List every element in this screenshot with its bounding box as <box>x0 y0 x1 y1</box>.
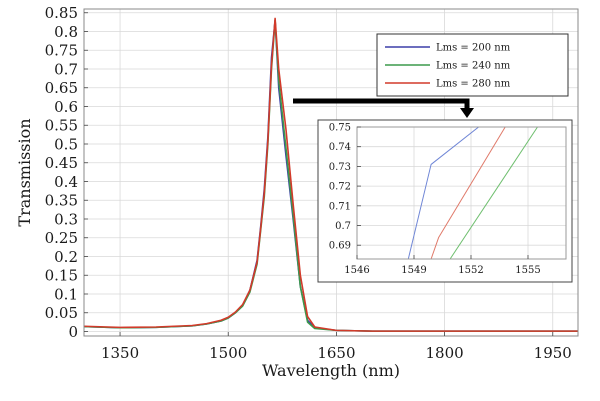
zoom-callout-arrow <box>293 98 474 118</box>
main-xtick-label: 1350 <box>101 344 139 362</box>
legend: Lms = 200 nm Lms = 240 nm Lms = 280 nm <box>376 33 569 97</box>
inset-ytick-label: 0.69 <box>329 241 351 252</box>
main-ytick-label: 0.3 <box>54 210 78 228</box>
main-ytick-label: 0.7 <box>54 60 78 78</box>
main-ytick-label: 0.15 <box>45 267 78 285</box>
main-ytick-label: 0.8 <box>54 23 78 41</box>
main-ytick-label: 0.5 <box>54 135 78 153</box>
main-ytick-label: 0.85 <box>45 4 78 22</box>
x-axis-title: Wavelength (nm) <box>262 361 400 380</box>
main-ytick-label: 0.1 <box>54 285 78 303</box>
main-frame <box>83 8 579 337</box>
main-ytick-label: 0.6 <box>54 98 78 116</box>
legend-label-1: Lms = 200 nm <box>436 43 511 54</box>
inset-series-line-1 <box>407 127 479 259</box>
main-series <box>84 17 578 332</box>
callout-arrow-line <box>293 98 470 110</box>
main-ytick-label: 0.05 <box>45 304 78 322</box>
inset-ytick-label: 0.72 <box>329 182 351 193</box>
main-ytick-label: 0.65 <box>45 79 78 97</box>
inset-ytick-label: 0.75 <box>329 123 351 134</box>
main-ytick-label: 0.75 <box>45 42 78 60</box>
inset-frame <box>356 126 567 260</box>
inset-xtick-label: 1552 <box>458 265 483 276</box>
inset-plot-area <box>357 127 566 259</box>
main-ytick-label: 0.4 <box>54 173 78 191</box>
main-xtick-label: 1950 <box>534 344 572 362</box>
y-axis-title: Transmission <box>15 118 34 226</box>
main-ytick-label: 0.45 <box>45 154 78 172</box>
main-ytick-label: 0.35 <box>45 192 78 210</box>
main-ytick-label: 0.2 <box>54 248 78 266</box>
inset-plot: 0.69 0.7 0.71 0.72 0.73 0.74 0.75 1546 1549 1552 1… <box>317 119 573 283</box>
inset-xtick-label: 1549 <box>401 265 426 276</box>
inset-ytick-label: 0.73 <box>329 162 351 173</box>
inset-xtick-label: 1555 <box>515 265 540 276</box>
main-xtick-label: 1500 <box>209 344 247 362</box>
inset-xtick-label: 1546 <box>344 265 369 276</box>
main-ytick-label: 0 <box>68 323 78 341</box>
main-ytick-label: 0.25 <box>45 229 78 247</box>
main-xtick-label: 1800 <box>425 344 463 362</box>
legend-label-2: Lms = 240 nm <box>436 61 511 72</box>
inset-ytick-label: 0.7 <box>335 221 351 232</box>
inset-ytick-label: 0.71 <box>329 201 351 212</box>
legend-label-3: Lms = 280 nm <box>436 79 511 90</box>
inset-series-line-3 <box>430 127 506 259</box>
callout-arrow-head <box>460 108 474 118</box>
inset-series-line-2 <box>449 127 538 259</box>
main-series-line-3 <box>84 17 578 332</box>
main-ytick-label: 0.55 <box>45 117 78 135</box>
main-xtick-label: 1650 <box>317 344 355 362</box>
inset-ytick-label: 0.74 <box>329 142 351 153</box>
inset-series <box>407 127 538 259</box>
